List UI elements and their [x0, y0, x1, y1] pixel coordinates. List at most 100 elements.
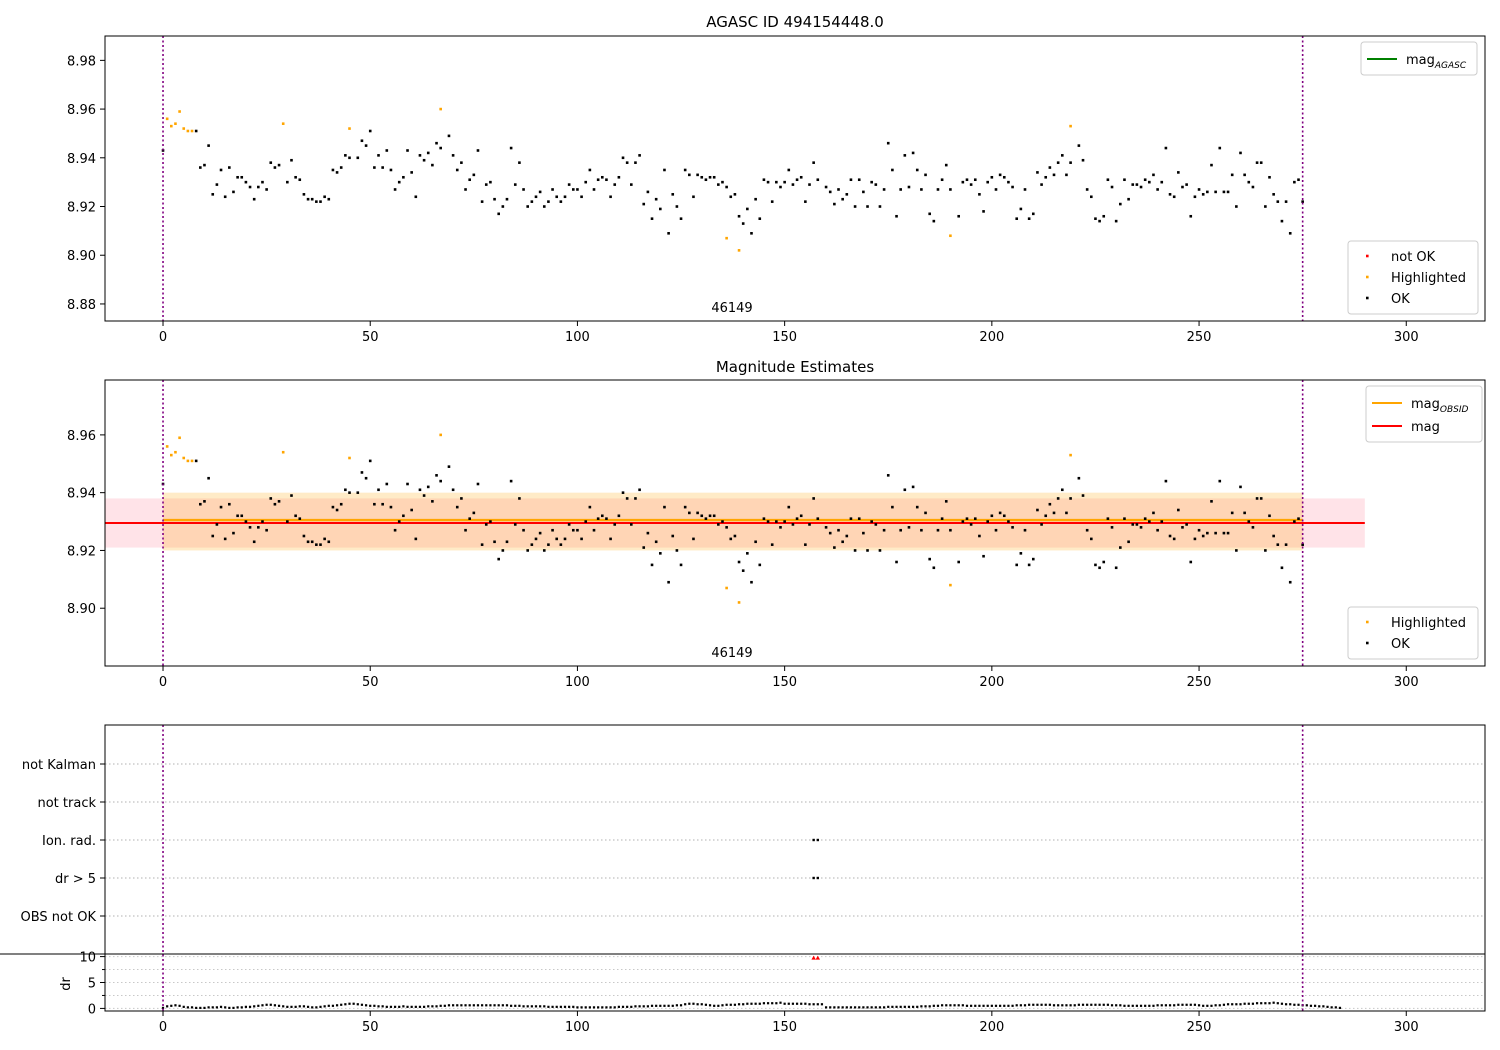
ok-point — [994, 188, 998, 191]
ok-point — [630, 523, 633, 526]
dr-point — [953, 1004, 956, 1007]
x-tick-label: 250 — [1187, 675, 1212, 690]
ok-point — [766, 520, 770, 523]
ok-point — [741, 222, 745, 225]
x-tick-label: 50 — [362, 1020, 379, 1035]
dr-point — [791, 1002, 795, 1005]
ok-point — [592, 528, 596, 532]
ok-point — [1288, 232, 1292, 235]
dr-point — [634, 1005, 637, 1008]
ok-point — [215, 183, 219, 186]
ok-point — [1259, 497, 1263, 500]
ok-point — [642, 546, 646, 549]
ok-point — [547, 543, 550, 546]
dr-point — [613, 1006, 616, 1009]
ok-point — [1060, 154, 1064, 157]
ok-point — [928, 212, 931, 216]
ok-point — [638, 154, 641, 157]
dr-point — [485, 1004, 488, 1007]
dr-point — [166, 1005, 169, 1008]
ok-point — [244, 180, 248, 184]
dr-point — [381, 1005, 384, 1008]
ok-point — [1264, 205, 1267, 208]
dr-point — [178, 1004, 181, 1007]
highlighted-point — [737, 601, 741, 604]
ok-point — [439, 479, 442, 483]
dr-point — [344, 1003, 347, 1006]
dr-point — [1214, 1004, 1217, 1007]
ok-point — [1251, 185, 1255, 189]
ok-point — [816, 517, 820, 520]
ok-point — [1127, 540, 1130, 544]
ok-point — [667, 232, 670, 235]
ok-point — [455, 505, 459, 509]
dr-point — [580, 1006, 583, 1009]
ok-point — [642, 202, 646, 206]
ok-point — [791, 523, 795, 526]
ok-point — [1197, 528, 1201, 532]
ok-point — [750, 580, 753, 584]
ok-point — [920, 188, 923, 191]
ok-point — [1226, 190, 1230, 194]
ok-point — [563, 195, 567, 199]
ok-point — [891, 168, 894, 172]
ok-point — [451, 154, 455, 157]
legend-point-swatch — [1366, 275, 1369, 279]
dr-point — [323, 1005, 326, 1008]
ok-point — [1065, 173, 1068, 177]
dr-point — [414, 1005, 417, 1008]
ok-point — [484, 523, 488, 526]
ok-point — [219, 505, 223, 509]
dr-point — [476, 1004, 480, 1007]
dr-point — [427, 1005, 430, 1008]
ok-point — [605, 517, 608, 520]
ok-point — [1168, 534, 1172, 538]
ok-point — [277, 500, 281, 503]
ok-point — [1239, 485, 1242, 489]
ok-point — [410, 171, 413, 174]
ok-point — [737, 560, 741, 564]
ok-point — [439, 146, 442, 150]
ok-point — [721, 520, 724, 523]
ok-point — [1189, 214, 1193, 218]
ok-point — [1297, 517, 1300, 520]
ok-point — [472, 511, 476, 515]
dr-point — [800, 1002, 803, 1005]
ok-point — [845, 534, 849, 538]
ok-point — [1065, 511, 1068, 515]
ok-point — [1056, 497, 1060, 500]
ok-point — [207, 144, 210, 147]
dr-point — [161, 1006, 165, 1009]
highlighted-point — [281, 450, 285, 454]
dr-point — [1011, 1004, 1014, 1007]
ok-point — [729, 537, 733, 541]
ok-point — [899, 528, 902, 532]
ok-point — [907, 526, 911, 529]
ok-point — [1102, 560, 1106, 564]
ok-point — [310, 540, 314, 544]
ok-point — [559, 200, 563, 203]
dr-point — [219, 1005, 223, 1008]
ok-point — [936, 188, 940, 191]
ok-point — [1102, 214, 1106, 218]
dr-point — [766, 1002, 770, 1005]
dr-point — [360, 1003, 364, 1006]
dr-point — [729, 1003, 732, 1006]
ok-point — [1214, 531, 1217, 535]
dr-point — [621, 1005, 625, 1008]
dr-point — [418, 1005, 422, 1008]
ok-point — [1197, 188, 1201, 191]
ok-point — [634, 161, 637, 164]
y-tick-label: 8.90 — [67, 249, 96, 264]
dr-point — [750, 1002, 753, 1005]
ok-point — [754, 540, 757, 544]
x-tick-label: 50 — [362, 675, 379, 690]
x-tick-label: 50 — [362, 330, 379, 345]
ok-point — [1131, 183, 1135, 186]
dr-point — [294, 1005, 297, 1008]
ok-point — [961, 520, 965, 523]
dr-point — [994, 1004, 998, 1007]
ok-point — [973, 517, 977, 520]
ok-point — [1106, 178, 1110, 182]
ok-point — [1031, 557, 1035, 561]
